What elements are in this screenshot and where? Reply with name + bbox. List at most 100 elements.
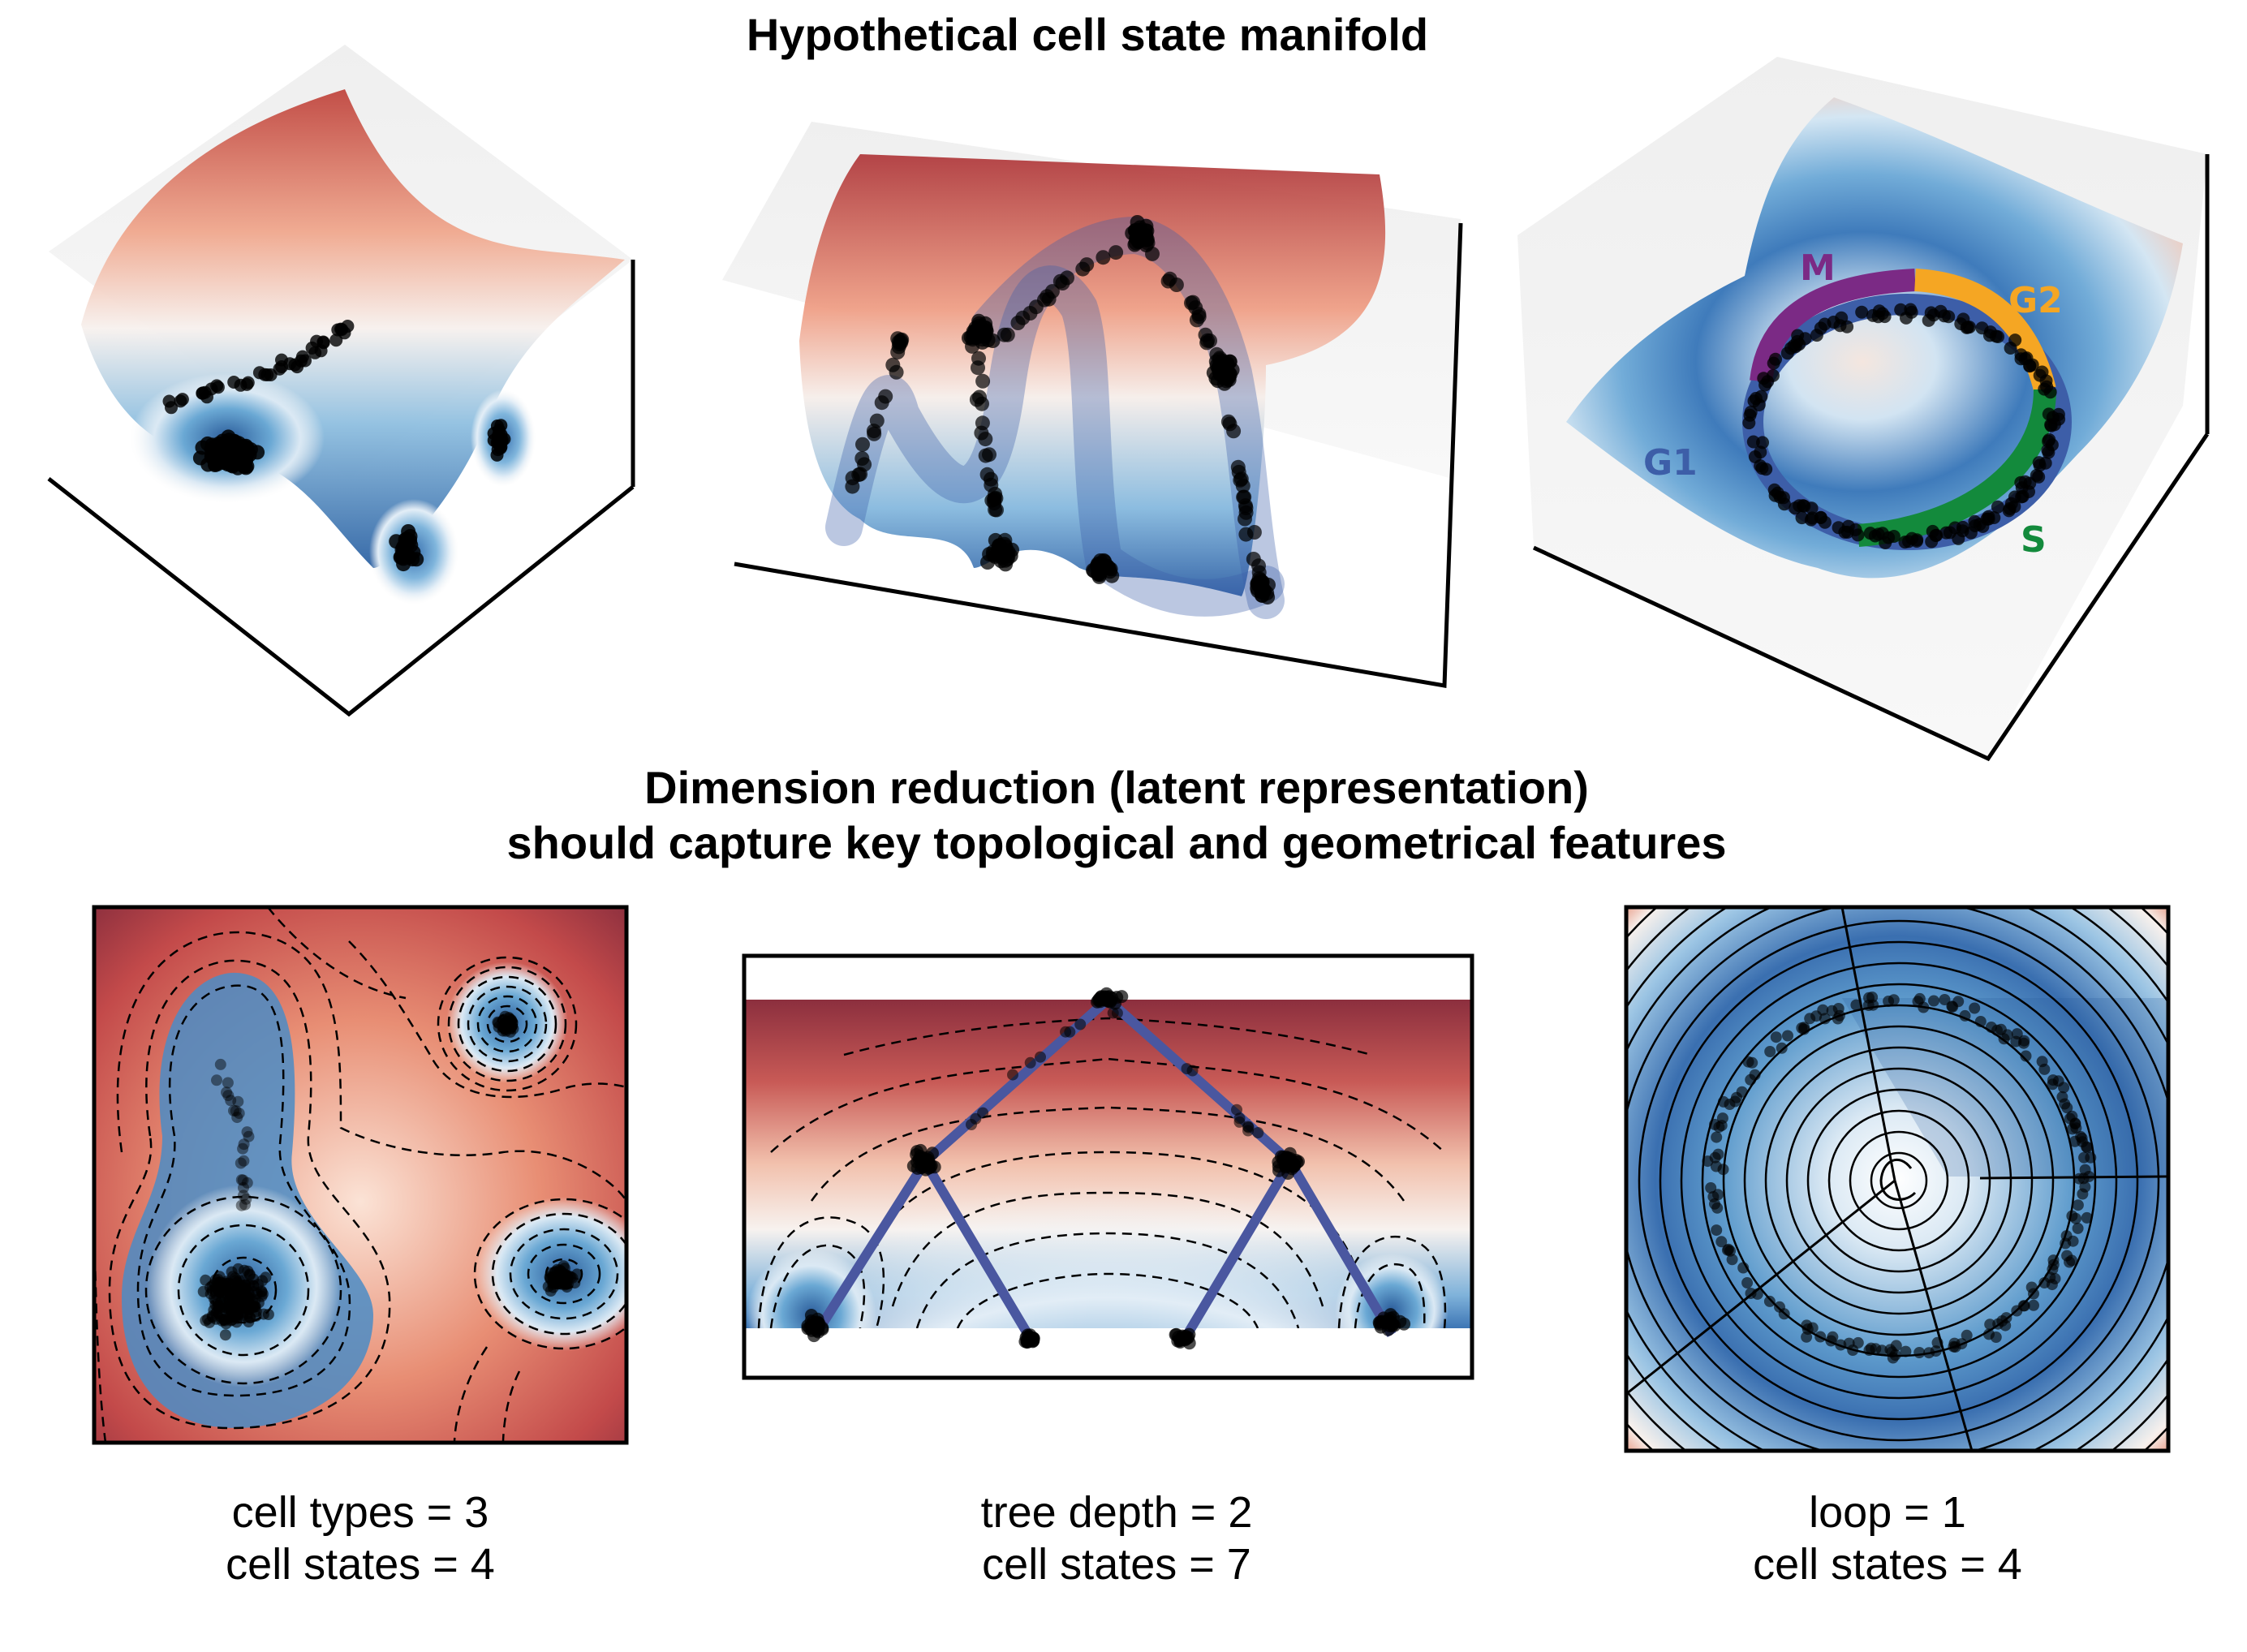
data-point (1191, 309, 1207, 325)
data-point (1863, 992, 1875, 1004)
data-point (507, 1022, 519, 1035)
contour-line (144, 1195, 342, 1385)
data-point (804, 1309, 818, 1322)
data-point (2018, 1300, 2030, 1312)
data-point (557, 1260, 570, 1272)
axis-edges (734, 222, 1463, 688)
data-point (2008, 333, 2022, 347)
data-point (241, 1177, 253, 1189)
data-point (1991, 500, 2004, 514)
data-point (1237, 489, 1252, 505)
data-point (1010, 316, 1026, 330)
contour-ring (1870, 1151, 1928, 1210)
contour-line (1879, 1158, 1917, 1201)
data-point (230, 1105, 242, 1117)
data-point (228, 435, 243, 450)
data-point (1840, 320, 1854, 333)
contour-line (915, 1232, 1300, 1328)
cycle-s-arc (1857, 389, 2056, 547)
data-point (805, 1323, 819, 1337)
data-point (2047, 1258, 2060, 1271)
data-point (1717, 1095, 1729, 1108)
data-point (1173, 1334, 1187, 1348)
data-point (2018, 1035, 2030, 1047)
data-point (1242, 1125, 1254, 1137)
data-point (1929, 529, 1943, 542)
data-point (1024, 1056, 1036, 1069)
data-point (1096, 250, 1111, 265)
data-point (1771, 486, 1784, 500)
contour-ring (1701, 983, 2097, 1379)
data-point (233, 1108, 245, 1120)
data-point (554, 1272, 566, 1284)
contour-line (891, 1191, 1324, 1307)
data-point (1900, 1345, 1912, 1357)
data-point (1827, 1331, 1839, 1343)
data-point (1726, 1254, 1738, 1266)
contour-line (509, 1228, 619, 1320)
data-point (1832, 1013, 1844, 1025)
data-point (998, 539, 1014, 554)
data-point (1731, 1091, 1742, 1103)
data-point (208, 1304, 220, 1316)
data-point (1767, 368, 1780, 382)
contour-ring (1827, 1109, 1970, 1252)
caption-line2: cell states = 7 (982, 1540, 1251, 1589)
data-point (1721, 1244, 1733, 1256)
data-point (855, 437, 870, 452)
data-point (1140, 235, 1156, 251)
contour-line (267, 907, 407, 1000)
data-point (1843, 1337, 1855, 1349)
data-point (1160, 273, 1176, 289)
data-point (1759, 462, 1773, 476)
data-point (283, 357, 297, 371)
data-point (1782, 1030, 1793, 1042)
data-point (1987, 511, 2001, 524)
data-point (1887, 530, 1900, 543)
data-point (1947, 1000, 1959, 1013)
data-point (867, 426, 882, 441)
data-point (1041, 291, 1057, 307)
data-point (1233, 1112, 1246, 1125)
data-point (1865, 1342, 1877, 1354)
data-point (165, 401, 178, 415)
data-point (1959, 1009, 1971, 1022)
data-point (238, 1181, 249, 1194)
caption-line2: cell states = 4 (1753, 1540, 2022, 1589)
data-point (1705, 1182, 1717, 1194)
data-point (1852, 1336, 1864, 1349)
data-point (1810, 329, 1823, 342)
data-point (222, 1077, 234, 1089)
sector-boundaries (1626, 907, 2168, 1451)
data-point (231, 1112, 243, 1124)
data-point (238, 1155, 250, 1167)
data-point (1007, 1069, 1018, 1081)
data-point (1210, 373, 1225, 389)
data-point (1091, 995, 1104, 1009)
data-point (209, 1274, 222, 1286)
data-point (1252, 1127, 1264, 1138)
data-point (252, 1279, 264, 1290)
contour-line (1337, 1235, 1447, 1328)
data-point (2061, 1250, 2073, 1262)
scatter-points (801, 987, 1411, 1350)
data-point (2025, 1281, 2038, 1293)
data-point (1711, 1224, 1723, 1237)
data-point (1984, 1319, 1996, 1331)
contour-ring (1806, 1088, 1991, 1273)
data-point (1930, 1345, 1942, 1357)
data-point (978, 432, 993, 447)
data-point (1096, 561, 1111, 576)
data-point (1905, 305, 1918, 319)
contour-line (476, 995, 538, 1053)
data-point (215, 1297, 227, 1309)
data-point (916, 1151, 930, 1165)
data-point (1804, 1013, 1816, 1025)
data-point (1805, 501, 1819, 515)
data-point (1817, 1004, 1829, 1016)
data-point (1711, 1202, 1724, 1214)
data-point (1913, 1347, 1926, 1358)
top-title: Hypothetical cell state manifold (747, 9, 1428, 60)
plot-frame (742, 953, 1474, 1380)
data-point (1912, 996, 1924, 1008)
